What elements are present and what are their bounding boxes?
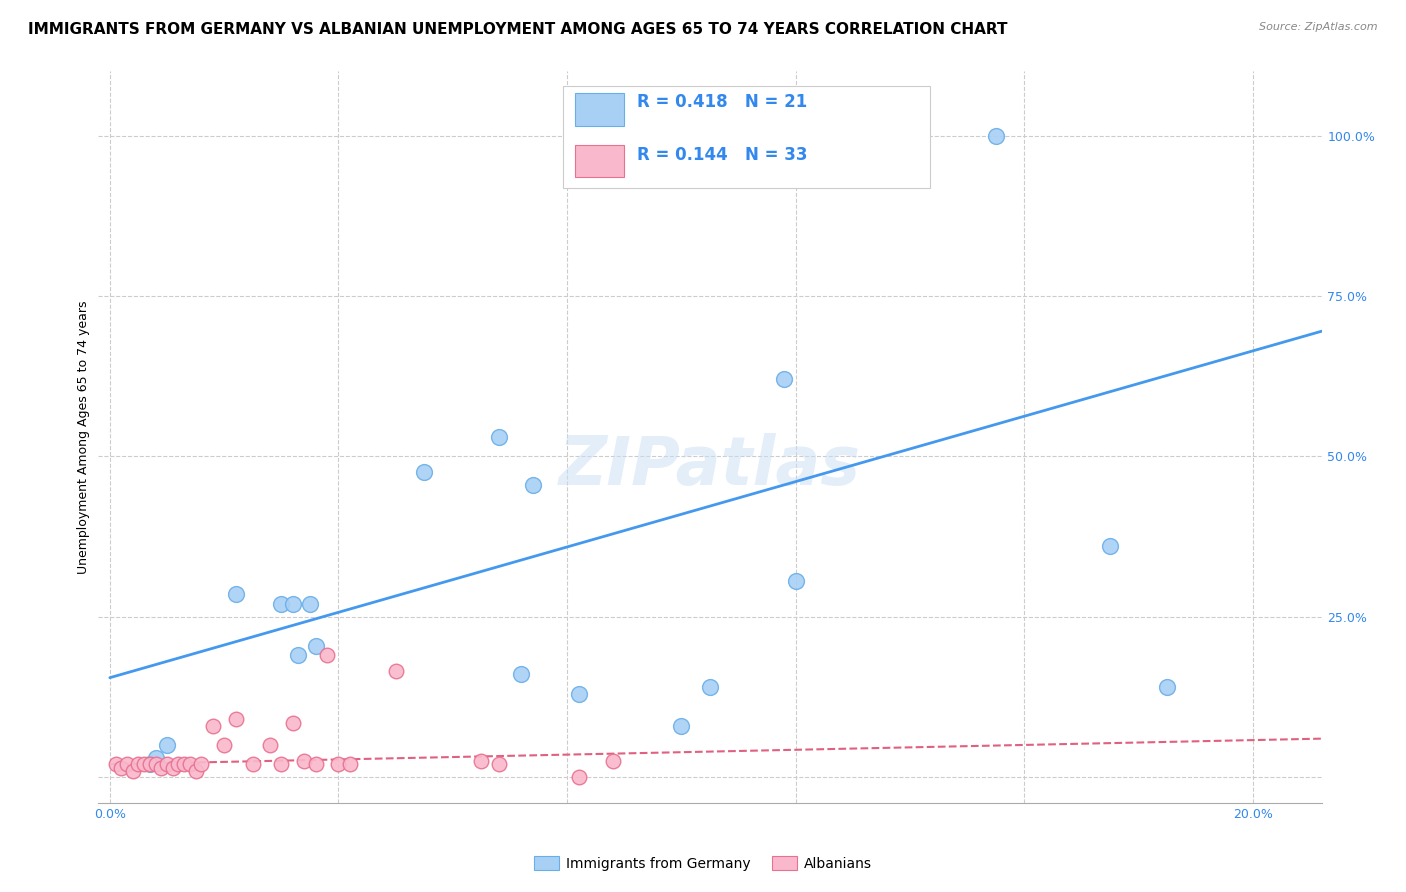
Point — [167, 757, 190, 772]
Point — [115, 757, 138, 772]
Point — [304, 757, 326, 772]
Point — [139, 757, 162, 772]
FancyBboxPatch shape — [575, 94, 624, 127]
Point — [1099, 539, 1122, 553]
FancyBboxPatch shape — [564, 86, 931, 188]
Point — [162, 760, 184, 774]
Point — [270, 597, 292, 611]
Point — [145, 751, 167, 765]
Point — [173, 757, 195, 772]
Point — [270, 757, 292, 772]
Point — [785, 574, 807, 589]
Point — [179, 757, 201, 772]
Point — [298, 597, 321, 611]
Point — [127, 757, 149, 772]
Point — [104, 757, 127, 772]
Text: R = 0.144   N = 33: R = 0.144 N = 33 — [637, 146, 807, 164]
Point — [259, 738, 281, 752]
Point — [110, 760, 132, 774]
Point — [413, 466, 436, 480]
Point — [699, 681, 721, 695]
Point — [156, 738, 179, 752]
Y-axis label: Unemployment Among Ages 65 to 74 years: Unemployment Among Ages 65 to 74 years — [77, 301, 90, 574]
Point — [121, 764, 143, 778]
Point — [339, 757, 361, 772]
Point — [150, 760, 173, 774]
Point — [287, 648, 309, 663]
Point — [242, 757, 264, 772]
FancyBboxPatch shape — [575, 145, 624, 178]
Text: R = 0.418   N = 21: R = 0.418 N = 21 — [637, 93, 807, 112]
Point — [773, 372, 796, 386]
Point — [316, 648, 339, 663]
Point — [510, 667, 533, 681]
Text: ZIPatlas: ZIPatlas — [560, 434, 860, 500]
Legend: Immigrants from Germany, Albanians: Immigrants from Germany, Albanians — [529, 850, 877, 876]
Point — [567, 687, 589, 701]
Point — [488, 757, 510, 772]
Point — [201, 719, 224, 733]
Point — [134, 757, 156, 772]
Point — [212, 738, 235, 752]
Point — [384, 665, 406, 679]
Point — [488, 430, 510, 444]
Point — [281, 597, 304, 611]
Point — [156, 757, 179, 772]
Point — [225, 587, 247, 601]
Point — [567, 770, 589, 784]
Point — [225, 712, 247, 726]
Point — [304, 639, 326, 653]
Point — [139, 757, 162, 772]
Point — [984, 128, 1007, 143]
Point — [145, 757, 167, 772]
Point — [328, 757, 350, 772]
Text: Source: ZipAtlas.com: Source: ZipAtlas.com — [1260, 22, 1378, 32]
Text: IMMIGRANTS FROM GERMANY VS ALBANIAN UNEMPLOYMENT AMONG AGES 65 TO 74 YEARS CORRE: IMMIGRANTS FROM GERMANY VS ALBANIAN UNEM… — [28, 22, 1008, 37]
Point — [671, 719, 693, 733]
Point — [1156, 681, 1178, 695]
Point — [522, 478, 544, 492]
Point — [292, 754, 315, 768]
Point — [470, 754, 492, 768]
Point — [281, 715, 304, 730]
Point — [184, 764, 207, 778]
Point — [602, 754, 624, 768]
Point — [190, 757, 212, 772]
